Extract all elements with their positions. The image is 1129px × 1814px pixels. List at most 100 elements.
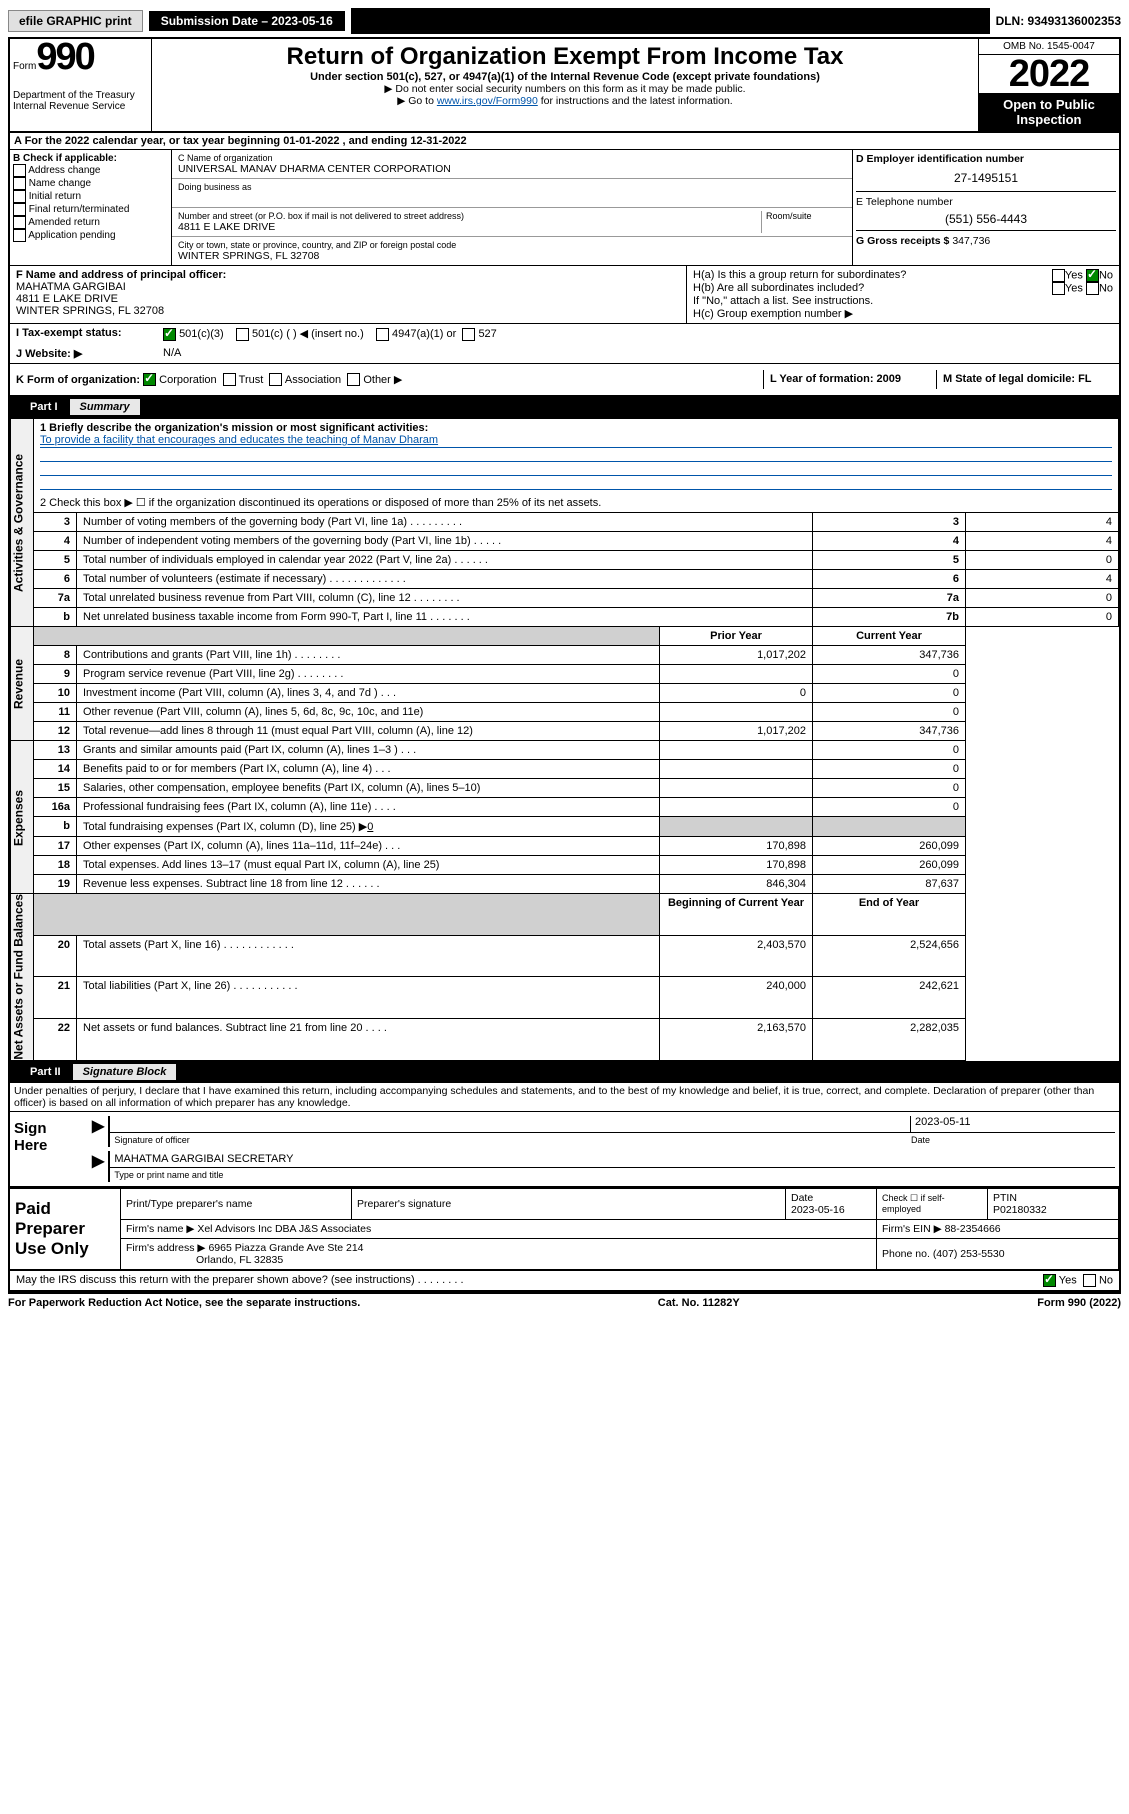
l4: Number of independent voting members of …: [77, 532, 813, 551]
prep-h1: Print/Type preparer's name: [121, 1188, 352, 1219]
col-b: B Check if applicable: Address change Na…: [10, 150, 172, 265]
assoc-chk[interactable]: [269, 373, 282, 386]
l7b: Net unrelated business taxable income fr…: [77, 608, 813, 627]
b-checkbox-item[interactable]: Initial return: [13, 190, 168, 203]
hb-no-chk[interactable]: [1086, 282, 1099, 295]
sign-here-label: Sign Here: [10, 1112, 88, 1186]
v5: 0: [966, 551, 1119, 570]
header-right: OMB No. 1545-0047 2022 Open to Public In…: [978, 39, 1119, 131]
firm-addr1: 6965 Piazza Grande Ave Ste 214: [208, 1242, 363, 1254]
v18p: 170,898: [660, 856, 813, 875]
corp-chk[interactable]: [143, 373, 156, 386]
v11c: 0: [813, 703, 966, 722]
l7a: Total unrelated business revenue from Pa…: [77, 589, 813, 608]
l13: Grants and similar amounts paid (Part IX…: [77, 741, 660, 760]
footer: For Paperwork Reduction Act Notice, see …: [8, 1294, 1121, 1312]
ha-no-chk[interactable]: [1086, 269, 1099, 282]
header-center: Return of Organization Exempt From Incom…: [152, 39, 978, 131]
ein-val: 27-1495151: [856, 165, 1116, 191]
sign-date: 2023-05-11: [910, 1116, 1115, 1133]
501c3-chk[interactable]: [163, 328, 176, 341]
part1-header: Part I Summary: [10, 396, 1119, 418]
section-bcd: B Check if applicable: Address change Na…: [10, 150, 1119, 266]
phone-val: (551) 556-4443: [856, 208, 1116, 230]
l2-text: 2 Check this box ▶ ☐ if the organization…: [34, 493, 1119, 513]
l10: Investment income (Part VIII, column (A)…: [77, 684, 660, 703]
v12c: 347,736: [813, 722, 966, 741]
b-checkbox-item[interactable]: Name change: [13, 177, 168, 190]
org-city: WINTER SPRINGS, FL 32708: [178, 250, 846, 262]
footer-right: Form 990 (2022): [1037, 1297, 1121, 1309]
l5: Total number of individuals employed in …: [77, 551, 813, 570]
other-chk[interactable]: [347, 373, 360, 386]
header-left: Form990 Department of the Treasury Inter…: [10, 39, 152, 131]
irs-text: Internal Revenue Service: [13, 101, 148, 112]
ha-yes-chk[interactable]: [1052, 269, 1065, 282]
footer-left: For Paperwork Reduction Act Notice, see …: [8, 1297, 360, 1309]
v21e: 242,621: [813, 977, 966, 1019]
phone-label: E Telephone number: [856, 191, 1116, 208]
efile-btn[interactable]: efile GRAPHIC print: [8, 10, 143, 32]
hb-yes-chk[interactable]: [1052, 282, 1065, 295]
end-hdr: End of Year: [813, 894, 966, 936]
v17c: 260,099: [813, 837, 966, 856]
top-bar: efile GRAPHIC print Submission Date – 20…: [8, 8, 1121, 34]
discuss-no-chk[interactable]: [1083, 1274, 1096, 1287]
trust-chk[interactable]: [223, 373, 236, 386]
form-subtitle: Under section 501(c), 527, or 4947(a)(1)…: [156, 71, 974, 83]
b-checkbox-item[interactable]: Final return/terminated: [13, 203, 168, 216]
name-title-label: Type or print name and title: [110, 1168, 1115, 1182]
527-chk[interactable]: [462, 328, 475, 341]
spacer-bar: [351, 8, 990, 34]
v6: 4: [966, 570, 1119, 589]
ein-label: D Employer identification number: [856, 153, 1116, 165]
officer-name: MAHATMA GARGIBAI: [16, 281, 680, 293]
vert-governance: Activities & Governance: [11, 419, 34, 627]
f-label: F Name and address of principal officer:: [16, 269, 680, 281]
city-label: City or town, state or province, country…: [178, 240, 846, 250]
tax-year: 2022: [979, 55, 1119, 93]
col-c: C Name of organization UNIVERSAL MANAV D…: [172, 150, 853, 265]
irs-link[interactable]: www.irs.gov/Form990: [437, 95, 538, 107]
b-checkbox-item[interactable]: Amended return: [13, 216, 168, 229]
begin-hdr: Beginning of Current Year: [660, 894, 813, 936]
v8p: 1,017,202: [660, 646, 813, 665]
submission-btn[interactable]: Submission Date – 2023-05-16: [149, 11, 345, 31]
footer-center: Cat. No. 11282Y: [658, 1297, 740, 1309]
v22b: 2,163,570: [660, 1019, 813, 1061]
v10c: 0: [813, 684, 966, 703]
b-checkbox-item[interactable]: Application pending: [13, 229, 168, 242]
b-checkbox-item[interactable]: Address change: [13, 164, 168, 177]
l11: Other revenue (Part VIII, column (A), li…: [77, 703, 660, 722]
form-header: Form990 Department of the Treasury Inter…: [10, 39, 1119, 133]
4947-chk[interactable]: [376, 328, 389, 341]
open-inspection: Open to Public Inspection: [979, 93, 1119, 131]
row-fh: F Name and address of principal officer:…: [10, 266, 1119, 324]
i-label: I Tax-exempt status:: [10, 324, 157, 344]
officer-printed: MAHATMA GARGIBAI SECRETARY: [110, 1151, 1115, 1168]
note1: ▶ Do not enter social security numbers o…: [156, 83, 974, 95]
prep-phone: (407) 253-5530: [933, 1248, 1005, 1260]
c-name-label: C Name of organization: [178, 153, 846, 163]
vert-netassets: Net Assets or Fund Balances: [11, 894, 34, 1061]
part1-title: Summary: [70, 399, 140, 415]
discuss-yes-chk[interactable]: [1043, 1274, 1056, 1287]
date-label: Date: [907, 1133, 1115, 1147]
dept-text: Department of the Treasury: [13, 90, 148, 101]
l22: Net assets or fund balances. Subtract li…: [77, 1019, 660, 1061]
v19c: 87,637: [813, 875, 966, 894]
v7a: 0: [966, 589, 1119, 608]
l20: Total assets (Part X, line 16) . . . . .…: [77, 935, 660, 977]
website-val: N/A: [157, 344, 187, 363]
v21b: 240,000: [660, 977, 813, 1019]
l14: Benefits paid to or for members (Part IX…: [77, 760, 660, 779]
v13c: 0: [813, 741, 966, 760]
v22e: 2,282,035: [813, 1019, 966, 1061]
part2-header: Part II Signature Block: [10, 1061, 1119, 1083]
l3: Number of voting members of the governin…: [77, 513, 813, 532]
v14c: 0: [813, 760, 966, 779]
gross-val: 347,736: [952, 235, 990, 247]
row-j: J Website: ▶ N/A: [10, 344, 1119, 364]
l9: Program service revenue (Part VIII, line…: [77, 665, 660, 684]
501c-chk[interactable]: [236, 328, 249, 341]
